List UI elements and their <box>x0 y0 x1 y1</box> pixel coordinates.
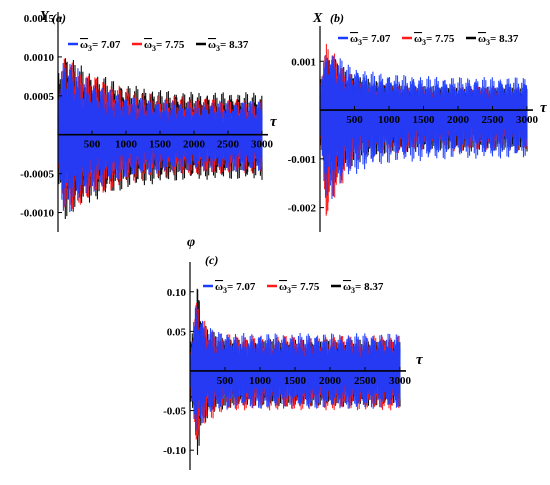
x-tick-label: 2000 <box>183 139 206 151</box>
y-tick-label: 0.05 <box>167 326 187 338</box>
x-tick-label: 3000 <box>516 114 539 126</box>
legend-label: ω3= 8.37 <box>343 281 384 295</box>
y-axis-label: φ <box>187 235 195 250</box>
panel-label: (c) <box>205 253 218 267</box>
x-tick-label: 1000 <box>249 375 272 387</box>
x-tick-label: 500 <box>217 375 234 387</box>
x-tick-label: 1500 <box>149 139 172 151</box>
x-tick-label: 2500 <box>482 114 505 126</box>
panel-c: 500 1000 1500 2000 2500 3000 -0.10 -0.05 0.05 0.1… <box>163 235 424 470</box>
legend-label: ω3= 7.07 <box>350 33 391 47</box>
y-tick-label: -0.05 <box>163 406 186 418</box>
legend-label: ω3= 7.07 <box>215 281 256 295</box>
y-tick-label: 0.0005 <box>24 91 55 103</box>
panel-b: 500 1000 1500 2000 2500 3000 -0.002 -0.001 0.001… <box>288 11 548 232</box>
panel-a: 500 1000 1500 2000 2500 3000 -0.0010 -0.0005 0.0… <box>20 9 278 232</box>
x-tick-label: 3000 <box>251 139 274 151</box>
x-tick-label: 500 <box>346 114 363 126</box>
x-tick-label: 1000 <box>115 139 138 151</box>
legend-label: ω3= 8.37 <box>478 33 519 47</box>
y-tick-label: 0.0015 <box>24 13 55 25</box>
legend-label: ω3= 7.75 <box>414 33 455 47</box>
x-tick-label: 1500 <box>413 114 436 126</box>
series-3-line <box>319 55 528 199</box>
x-axis-label: τ <box>540 100 548 116</box>
legend-label: ω3= 7.75 <box>279 281 320 295</box>
y-axis-label: X <box>312 11 323 26</box>
y-tick-label: -0.10 <box>163 445 186 457</box>
x-tick-label: 1000 <box>378 114 401 126</box>
x-tick-label: 2500 <box>217 139 240 151</box>
x-axis-label: τ <box>416 352 424 368</box>
y-tick-label: 0.001 <box>291 56 316 68</box>
y-tick-label: -0.002 <box>288 203 317 215</box>
x-tick-label: 2000 <box>447 114 470 126</box>
legend-label: ω3= 7.07 <box>80 39 121 53</box>
x-tick-label: 2500 <box>354 375 377 387</box>
x-tick-label: 1500 <box>284 375 307 387</box>
x-tick-label: 500 <box>84 139 101 151</box>
series-3-line <box>189 306 401 432</box>
x-tick-label: 2000 <box>319 375 342 387</box>
legend-label: ω3= 8.37 <box>208 39 249 53</box>
x-tick-label: 3000 <box>389 375 412 387</box>
y-tick-label: -0.0005 <box>20 169 54 181</box>
y-tick-label: -0.001 <box>288 154 316 166</box>
y-axis-label: Y <box>40 9 50 24</box>
y-tick-label: -0.0010 <box>20 208 54 220</box>
panel-label: (b) <box>330 11 344 25</box>
x-axis-label: τ <box>270 114 278 130</box>
panel-label: (a) <box>52 11 66 25</box>
series-3-line <box>57 62 263 213</box>
y-tick-label: 0.0010 <box>24 52 55 64</box>
legend-label: ω3= 7.75 <box>144 39 185 53</box>
y-tick-label: 0.10 <box>167 287 187 299</box>
